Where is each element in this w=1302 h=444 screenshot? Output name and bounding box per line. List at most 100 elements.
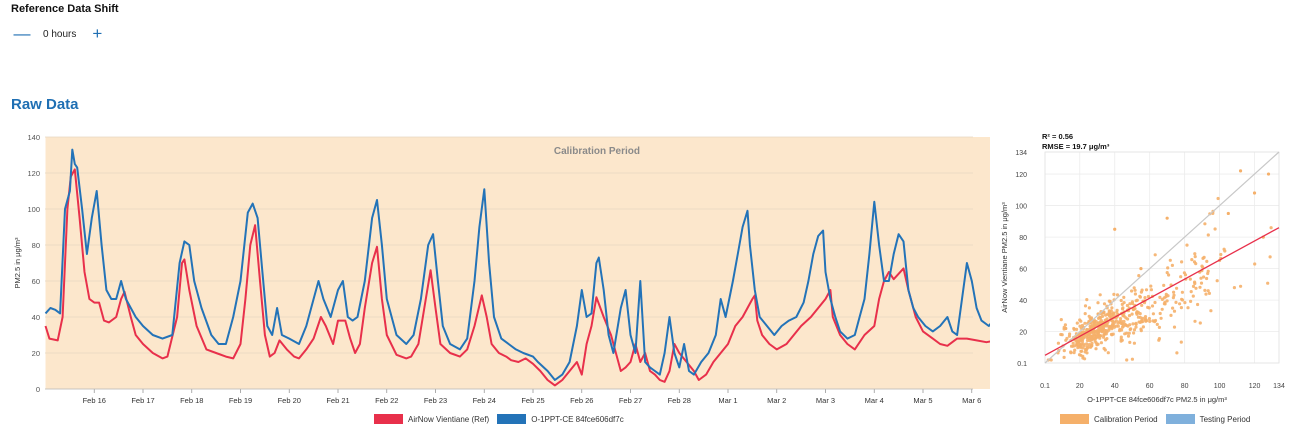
scatter-point — [1191, 284, 1196, 288]
scatter-point — [1112, 323, 1116, 328]
timeseries-legend: AirNow Vientiane (Ref) O-1PPT-CE 84fce60… — [374, 414, 632, 424]
x-tick-label: 40 — [1111, 383, 1119, 390]
scatter-point — [1099, 341, 1103, 345]
scatter-point — [1083, 312, 1087, 316]
scatter-point — [1104, 323, 1108, 327]
y-tick-label: 40 — [32, 313, 40, 322]
scatter-point — [1081, 346, 1085, 350]
scatter-point — [1072, 326, 1076, 331]
scatter-point — [1232, 286, 1236, 290]
plot-frame — [1044, 151, 1280, 364]
scatter-point — [1090, 341, 1094, 345]
x-tick-label: Feb 20 — [278, 396, 301, 405]
identity-line — [1044, 151, 1280, 364]
scatter-point — [1120, 322, 1125, 326]
x-tick-label: Mar 2 — [767, 396, 786, 405]
minus-icon[interactable]: — — [13, 24, 31, 43]
x-tick-label: Feb 24 — [473, 396, 496, 405]
x-tick-label: Feb 18 — [180, 396, 203, 405]
plus-icon[interactable]: + — [92, 24, 103, 43]
scatter-point — [1215, 279, 1219, 283]
scatter-point — [1153, 318, 1158, 323]
scatter-point — [1151, 319, 1155, 323]
legend-label-sensor: O-1PPT-CE 84fce606df7c — [531, 414, 624, 424]
scatter-point — [1149, 288, 1153, 292]
scatter-point — [1170, 263, 1174, 267]
scatter-point — [1128, 340, 1132, 344]
x-tick-label: 80 — [1181, 383, 1189, 390]
scatter-point — [1189, 290, 1193, 294]
scatter-point — [1150, 304, 1155, 308]
legend-item-reference[interactable]: AirNow Vientiane (Ref) — [374, 414, 489, 424]
scatter-point — [1268, 255, 1272, 259]
scatter-point — [1130, 289, 1134, 293]
scatter-point — [1202, 275, 1206, 279]
calibration-period-band — [45, 137, 990, 389]
y-tick-label: 60 — [32, 277, 40, 286]
scatter-point — [1130, 357, 1134, 361]
scatter-point — [1153, 253, 1157, 257]
scatter-point — [1130, 300, 1134, 304]
y-tick-label: 100 — [1015, 204, 1027, 211]
scatter-point — [1096, 332, 1100, 336]
scatter-point — [1203, 288, 1207, 292]
y-tick-label: 100 — [27, 205, 40, 214]
scatter-point — [1097, 321, 1101, 325]
scatter-point — [1056, 341, 1060, 345]
scatter-point — [1114, 324, 1118, 328]
y-tick-label: 20 — [32, 349, 40, 358]
scatter-point — [1072, 351, 1076, 355]
scatter-point — [1130, 312, 1134, 316]
scatter-point — [1172, 309, 1177, 313]
scatter-point — [1112, 292, 1116, 296]
scatter-point — [1200, 264, 1204, 268]
scatter-point — [1137, 320, 1141, 324]
scatter-point — [1158, 295, 1162, 299]
y-axis-label: PM2.5 in μg/m³ — [13, 237, 22, 289]
scatter-point — [1098, 316, 1102, 320]
scatter-point — [1139, 290, 1143, 294]
scatter-point — [1198, 321, 1202, 325]
scatter-point — [1116, 321, 1120, 325]
scatter-point — [1075, 342, 1079, 347]
scatter-point — [1205, 276, 1209, 281]
scatter-point — [1180, 260, 1184, 264]
scatter-point — [1074, 339, 1078, 343]
scatter-point — [1165, 299, 1169, 303]
scatter-point — [1135, 311, 1139, 315]
scatter-point — [1147, 317, 1151, 321]
scatter-point — [1183, 301, 1187, 305]
scatter-point — [1219, 252, 1223, 257]
scatter-point — [1076, 346, 1080, 350]
scatter-point — [1081, 354, 1085, 358]
scatter-point — [1206, 269, 1210, 273]
reference-shift-title: Reference Data Shift — [11, 3, 119, 15]
scatter-point — [1062, 349, 1066, 353]
scatter-point — [1132, 331, 1136, 335]
series-line-reference — [44, 168, 990, 387]
legend-item-sensor[interactable]: O-1PPT-CE 84fce606df7c — [497, 414, 624, 424]
legend-swatch-reference — [374, 414, 403, 424]
scatter-point — [1065, 336, 1069, 341]
scatter-point — [1104, 313, 1108, 317]
scatter-point — [1110, 306, 1114, 310]
scatter-point — [1193, 281, 1197, 286]
scatter-point — [1174, 300, 1178, 304]
scatter-point — [1202, 255, 1206, 259]
scatter-point — [1196, 302, 1200, 307]
scatter-point — [1198, 285, 1202, 289]
scatter-point — [1172, 325, 1177, 329]
scatter-point — [1131, 307, 1136, 312]
scatter-point — [1194, 262, 1198, 266]
scatter-point — [1148, 319, 1152, 323]
scatter-point — [1085, 338, 1090, 343]
scatter-point — [1159, 316, 1163, 320]
scatter-point — [1162, 283, 1166, 287]
scatter-point — [1132, 341, 1136, 345]
legend-item-calibration[interactable]: Calibration Period — [1060, 414, 1158, 424]
scatter-point — [1141, 316, 1145, 320]
legend-item-testing[interactable]: Testing Period — [1165, 414, 1250, 424]
scatter-point — [1133, 288, 1137, 292]
calibration-period-label: Calibration Period — [554, 146, 640, 157]
